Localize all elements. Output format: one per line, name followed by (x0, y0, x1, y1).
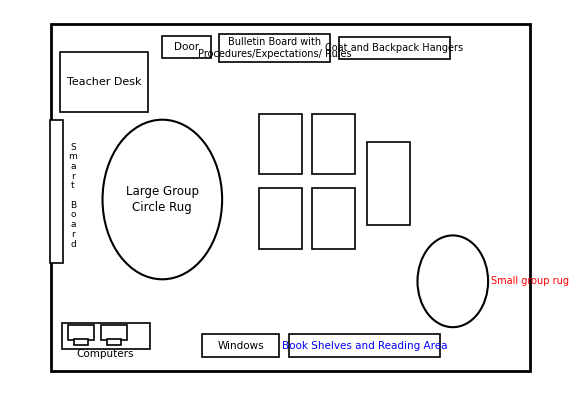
Bar (60, 52, 148, 112)
Bar (50, 120, 63, 263)
Text: Computers: Computers (77, 349, 134, 359)
Bar (259, 188, 302, 249)
Bar (290, 334, 441, 357)
Bar (312, 188, 355, 249)
Bar (312, 114, 355, 174)
Bar (259, 114, 302, 174)
Ellipse shape (418, 235, 488, 327)
Bar (101, 325, 127, 340)
Bar (219, 34, 331, 62)
Bar (61, 323, 150, 349)
Text: Teacher Desk: Teacher Desk (67, 77, 141, 87)
Bar (339, 37, 450, 59)
Bar (107, 339, 121, 345)
Text: Small group rug: Small group rug (491, 276, 569, 286)
Text: Windows: Windows (218, 340, 264, 351)
Text: Book Shelves and Reading Area: Book Shelves and Reading Area (282, 340, 448, 351)
Bar (162, 36, 211, 58)
Ellipse shape (102, 120, 222, 279)
Text: Bulletin Board with
Procedures/Expectations/ Rules: Bulletin Board with Procedures/Expectati… (198, 37, 352, 59)
Bar (74, 339, 88, 345)
Bar (68, 325, 94, 340)
Bar (202, 334, 279, 357)
Text: Coat and Backpack Hangers: Coat and Backpack Hangers (325, 43, 463, 53)
Bar (51, 24, 529, 371)
Text: S
m
a
r
t
 
B
o
a
r
d: S m a r t B o a r d (68, 142, 77, 249)
Bar (367, 142, 410, 225)
Text: Door: Door (174, 42, 199, 52)
Text: Large Group
Circle Rug: Large Group Circle Rug (126, 186, 199, 213)
